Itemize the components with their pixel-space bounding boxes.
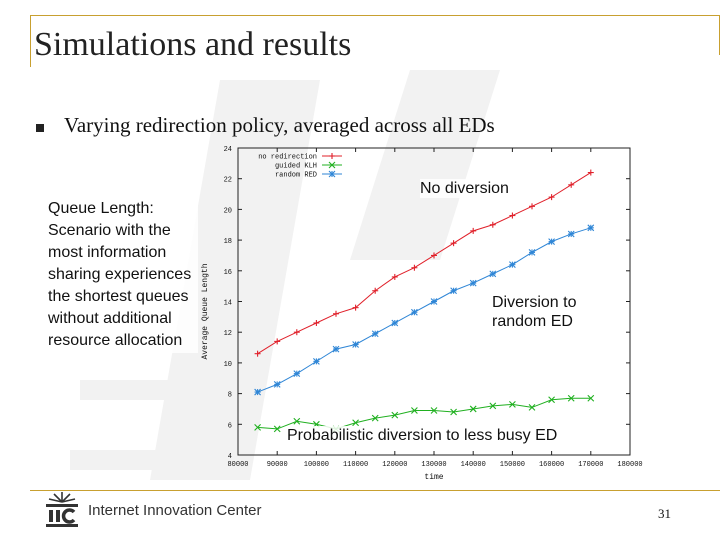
series-line-no-redirection (257, 172, 592, 355)
legend-marker-random-red (328, 170, 336, 178)
background-watermark (70, 70, 500, 480)
y-tick-label: 24 (224, 146, 232, 154)
data-point-guided-klh (411, 407, 418, 414)
data-point-random-red (489, 270, 497, 278)
data-point-guided-klh (254, 423, 261, 431)
x-axis-label: time (424, 473, 443, 482)
y-tick-label: 18 (224, 238, 232, 246)
y-tick-label: 16 (224, 269, 232, 277)
org-name: Internet Innovation Center (88, 502, 262, 519)
x-tick-label: 80000 (227, 461, 248, 469)
data-point-guided-klh (273, 425, 281, 433)
data-point-guided-klh (528, 404, 536, 411)
data-point-random-red (430, 298, 438, 305)
data-point-guided-klh (587, 394, 595, 402)
data-point-guided-klh (548, 396, 555, 404)
data-point-guided-klh (567, 394, 575, 402)
x-tick-label: 90000 (267, 461, 288, 469)
data-point-guided-klh (371, 414, 379, 422)
data-point-random-red (509, 261, 516, 269)
x-tick-label: 140000 (461, 461, 486, 469)
bullet-marker (36, 124, 44, 132)
queue-length-chart: 4 6 8 10 12 14 16 18 20 22 24 80000 90000 100000 11000… (201, 146, 643, 482)
x-tick-label: 100000 (304, 461, 329, 469)
annotation-probabilistic: Probabilistic diversion to less busy ED (287, 426, 558, 446)
data-point-random-red (293, 370, 301, 378)
footer-rule (30, 490, 720, 491)
x-tick-label: 160000 (539, 461, 564, 469)
data-point-guided-klh (352, 419, 359, 427)
annotation-no-diversion: No diversion (420, 179, 509, 199)
data-point-random-red (548, 238, 555, 246)
data-point-random-red (469, 279, 477, 287)
page-number: 31 (658, 506, 671, 521)
left-rule (30, 15, 31, 67)
x-tick-label: 120000 (382, 461, 407, 469)
x-tick-label: 130000 (421, 461, 446, 469)
data-point-random-red (332, 345, 340, 353)
legend-label-random-red: random RED (275, 172, 317, 180)
data-point-random-red (254, 388, 261, 396)
y-tick-label: 10 (224, 361, 232, 369)
y-tick-label: 8 (228, 392, 232, 400)
annotation-random-ed: Diversion to random ED (492, 293, 592, 332)
data-point-random-red (371, 330, 379, 338)
legend-label-guided-klh: guided KLH (275, 163, 317, 171)
queue-length-caption: Queue Length: Scenario with the most inf… (48, 198, 198, 353)
data-point-random-red (587, 224, 595, 232)
bullet-text: Varying redirection policy, averaged acr… (64, 113, 495, 137)
data-point-guided-klh (469, 405, 477, 413)
series-line-guided-klh (257, 397, 591, 430)
y-axis-label: Average Queue Length (201, 263, 210, 359)
data-point-random-red (450, 287, 457, 295)
x-tick-label: 170000 (578, 461, 603, 469)
data-point-random-red (313, 357, 320, 365)
legend-label-no-redirection: no redirection (258, 154, 317, 162)
data-point-random-red (528, 248, 536, 256)
series-line-random-red (257, 227, 591, 393)
y-tick-label: 4 (228, 453, 232, 461)
data-point-random-red (352, 341, 359, 348)
x-tick-label: 150000 (500, 461, 525, 469)
y-tick-label: 20 (224, 207, 232, 215)
y-tick-label: 12 (224, 330, 232, 338)
iic-logo-icon (46, 492, 78, 527)
data-point-random-red (567, 230, 575, 238)
data-point-random-red (273, 381, 281, 388)
data-point-guided-klh (509, 400, 516, 408)
data-point-guided-klh (293, 417, 301, 425)
data-point-random-red (411, 308, 418, 316)
data-point-guided-klh (450, 408, 457, 416)
data-point-random-red (391, 319, 399, 327)
x-tick-label: 110000 (343, 461, 368, 469)
data-point-guided-klh (391, 411, 399, 419)
x-tick-label: 180000 (617, 461, 642, 469)
slide-title: Simulations and results (34, 26, 352, 63)
legend-marker-guided-klh (328, 161, 336, 169)
y-tick-label: 6 (228, 422, 232, 430)
top-rule (30, 15, 720, 16)
y-tick-label: 14 (224, 300, 232, 308)
y-tick-label: 22 (224, 177, 232, 185)
data-point-guided-klh (489, 402, 497, 410)
data-point-guided-klh (430, 407, 438, 414)
